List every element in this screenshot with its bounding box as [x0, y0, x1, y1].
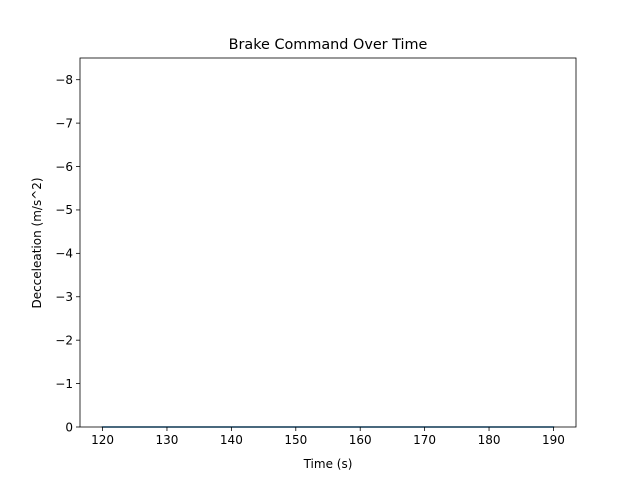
axes-frame — [79, 57, 577, 428]
x-tick-label: 140 — [220, 433, 243, 447]
y-tick-label: −5 — [55, 203, 73, 217]
x-tick-label: 170 — [413, 433, 436, 447]
y-tick-label: −4 — [55, 247, 73, 261]
x-tick-label: 160 — [349, 433, 372, 447]
y-tick-label: −6 — [55, 160, 73, 174]
chart-title: Brake Command Over Time — [229, 37, 428, 53]
x-tick-label: 120 — [91, 433, 114, 447]
x-tick-label: 150 — [284, 433, 307, 447]
y-axis-label: Decceleation (m/s^2) — [30, 177, 44, 308]
plot-area — [79, 57, 577, 428]
y-axis-ticks: 0 −1 −2 −3 −4 −5 −6 −7 −8 — [55, 73, 80, 434]
y-tick-label: −7 — [55, 116, 73, 130]
x-tick-label: 190 — [542, 433, 565, 447]
x-tick-label: 180 — [478, 433, 501, 447]
y-tick-label: −8 — [55, 73, 73, 87]
y-tick-label: 0 — [65, 420, 73, 434]
x-axis-label: Time (s) — [303, 457, 353, 471]
y-tick-label: −3 — [55, 290, 73, 304]
y-tick-label: −1 — [55, 377, 73, 391]
y-tick-label: −2 — [55, 333, 73, 347]
x-tick-label: 130 — [156, 433, 179, 447]
x-axis-ticks: 120 130 140 150 160 170 180 190 — [91, 427, 565, 447]
